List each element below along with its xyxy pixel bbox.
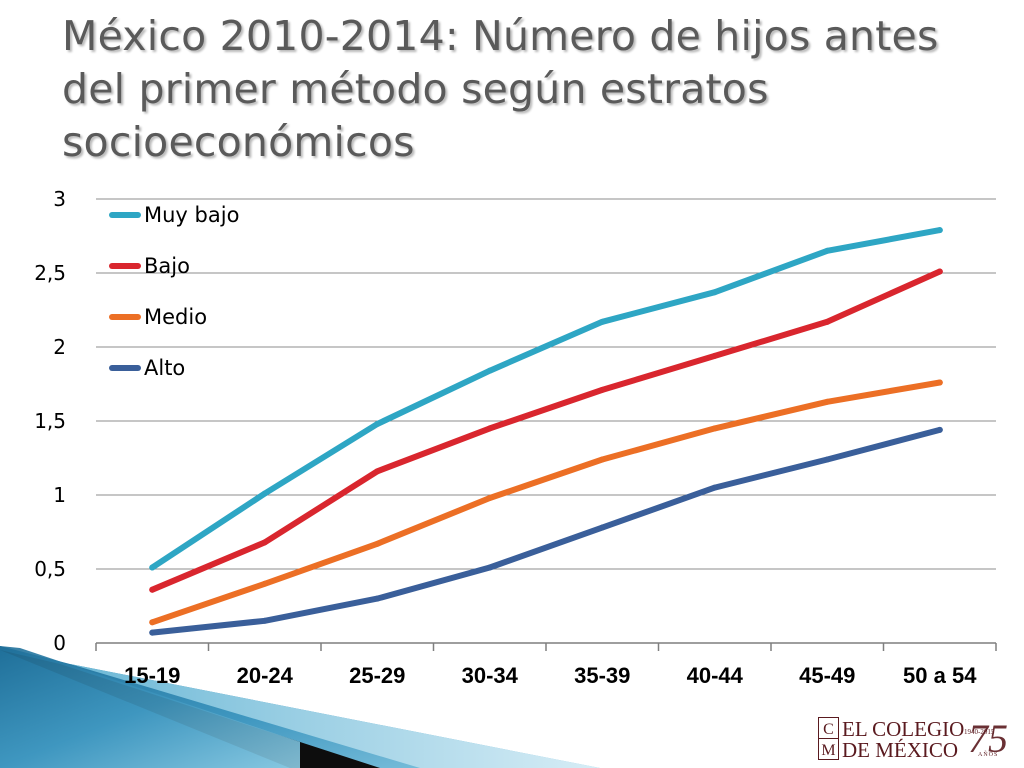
legend-label: Bajo [144,254,190,278]
data-point [599,524,606,531]
logo-line-2: DE MÉXICO [842,738,959,762]
data-point [149,629,156,636]
data-point [711,289,718,296]
logo-anos: AÑOS [978,752,999,758]
y-tick-label: 1 [53,483,66,507]
series-line-medio [149,379,943,626]
x-tick-label: 15-19 [124,663,180,688]
data-point [599,456,606,463]
data-point [261,490,268,497]
data-point [374,468,381,475]
x-tick-label: 25-29 [349,663,405,688]
data-point [824,318,831,325]
data-point [936,426,943,433]
x-tick-label: 20-24 [237,663,294,688]
data-point [149,586,156,593]
logo-mark-m: M [821,742,835,759]
data-point [824,247,831,254]
x-tick-label: 35-39 [574,663,630,688]
data-point [936,379,943,386]
data-point [486,425,493,432]
y-tick-label: 0 [53,631,66,655]
grid-lines [96,198,996,570]
series-line-bajo [149,268,943,593]
colegio-de-mexico-logo: C M EL COLEGIO DE MÉXICO 75 1940-2015 AÑ… [818,716,1018,762]
data-point [711,425,718,432]
page-title: México 2010-2014: Número de hijos antes … [62,12,939,166]
logo-mark-c: C [823,721,834,738]
x-tick-label: 30-34 [462,663,519,688]
data-point [936,227,943,234]
y-tick-label: 3 [53,187,66,211]
data-point [486,367,493,374]
data-point [599,318,606,325]
y-tick-label: 0,5 [34,557,66,581]
x-tick-label: 50 a 54 [903,663,977,688]
series-lines [149,227,943,636]
data-point [149,564,156,571]
axes: 0 0,5 1 1,5 2 2,5 3 15-19 20-24 25-29 30-34 35-39 40… [34,187,997,688]
data-point [936,268,943,275]
data-point [711,484,718,491]
x-tick-label: 40-44 [687,663,744,688]
legend-label: Muy bajo [144,203,239,227]
y-tick-label: 1,5 [34,409,66,433]
logo-mark-icon: C M [818,717,839,760]
data-point [261,539,268,546]
anniversary-mark: 75 [968,716,1008,761]
data-point [711,352,718,359]
y-tick-label: 2 [53,335,66,359]
legend-label: Alto [144,356,185,380]
data-point [486,494,493,501]
legend: Muy bajo Bajo Medio Alto [109,203,239,380]
series-line-alto [149,426,943,636]
data-point [824,398,831,405]
logo-line-1: EL COLEGIO [842,717,965,741]
legend-label: Medio [144,305,207,329]
logo-years: 1940-2015 [964,728,995,736]
data-point [374,540,381,547]
series-line-muy-bajo [149,227,943,571]
data-point [486,564,493,571]
data-point [374,420,381,427]
x-tick-label: 45-49 [799,663,855,688]
data-point [374,595,381,602]
y-tick-label: 2,5 [34,261,66,285]
anniversary-number: 75 [968,716,1008,761]
data-point [824,456,831,463]
data-point [149,619,156,626]
data-point [599,386,606,393]
corner-decoration [0,646,600,768]
data-point [261,617,268,624]
data-point [261,580,268,587]
